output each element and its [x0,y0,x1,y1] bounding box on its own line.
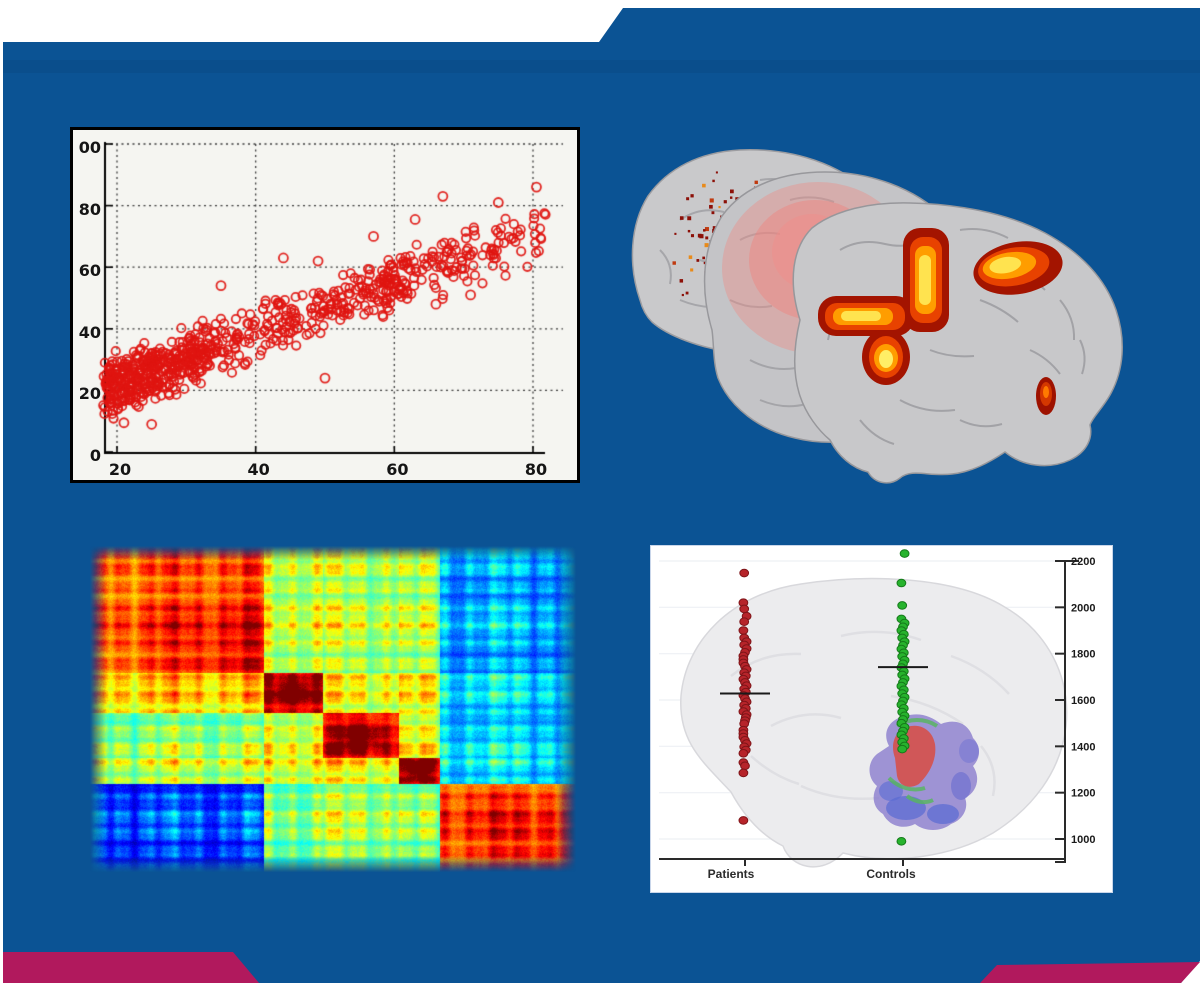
speckle [679,216,684,220]
y-tick-label: 00 [78,138,101,157]
value-axis-label: 2200 [1071,556,1095,568]
speckle [705,236,709,240]
scatter-plot-panel: 00 80 60 40 20 0 20 40 60 80 [70,127,580,483]
activation-blob-superior [973,241,1063,295]
x-tick-label: 40 [247,460,270,479]
speckle [754,180,758,185]
speckle [690,268,694,272]
speckle [687,216,692,221]
speckle [715,171,718,174]
value-axis-label: 1600 [1071,695,1095,707]
speckle [690,194,694,198]
speckle [712,179,715,183]
brain-front [792,202,1123,484]
speckle [702,183,706,188]
speckle [718,205,721,209]
x-tick-label: 80 [524,460,548,479]
controls-label: Controls [866,867,916,881]
y-tick-label: 20 [78,384,101,404]
speckle [679,279,684,283]
speckle [711,211,715,215]
brain-silhouette [680,577,1068,868]
speckle [703,229,706,232]
activation-blob-small [1036,377,1056,415]
activation-blob-central [818,228,949,385]
speckle [703,261,707,265]
speckle [685,291,689,295]
value-axis-label: 2000 [1071,602,1095,614]
y-tick-label: 80 [78,199,101,219]
speckle [709,204,713,209]
speckle [699,234,704,239]
speckle [688,255,693,259]
speckle [704,227,709,232]
dotplot-axes-layer: 2200 2000 1800 1600 1400 1200 1000 [659,556,1095,866]
brain-silhouette-sulci [730,630,1010,801]
value-axis-label: 1800 [1071,649,1095,661]
similarity-heatmap-canvas [90,546,576,872]
value-axis-label: 1200 [1071,788,1095,800]
patients-label: Patients [707,867,755,881]
subtle-dark-band [3,60,1200,73]
speckle [702,256,705,260]
speckle [729,189,734,194]
tract-overlay [869,714,979,830]
speckle [709,198,714,203]
y-tick-label: 0 [89,446,101,465]
speckle [686,197,690,201]
group-dotplot-panel: 2200 2000 1800 1600 1400 1200 1000 Patients Co… [650,545,1113,893]
x-tick-label: 60 [386,460,409,479]
value-axis-label: 1000 [1071,834,1095,846]
speckle [687,229,691,233]
speckle [696,259,700,262]
dotplot-data-layer [720,549,928,846]
brain-montage-svg [631,149,1123,484]
speckle [674,232,677,235]
group-dotplot-svg: 2200 2000 1800 1600 1400 1200 1000 [659,549,1095,868]
scatter-plot-canvas [73,130,577,480]
patients-dots [738,568,752,825]
speckle [704,243,709,248]
x-tick-label: 20 [108,460,132,479]
value-axis-label: 1400 [1071,741,1095,753]
speckle [672,261,676,265]
speckle [723,200,727,204]
speckle [681,293,684,297]
controls-dots [896,549,910,846]
speckle [690,234,695,238]
y-tick-label: 40 [78,322,101,342]
speckle [729,196,733,199]
y-tick-label: 60 [78,261,101,281]
